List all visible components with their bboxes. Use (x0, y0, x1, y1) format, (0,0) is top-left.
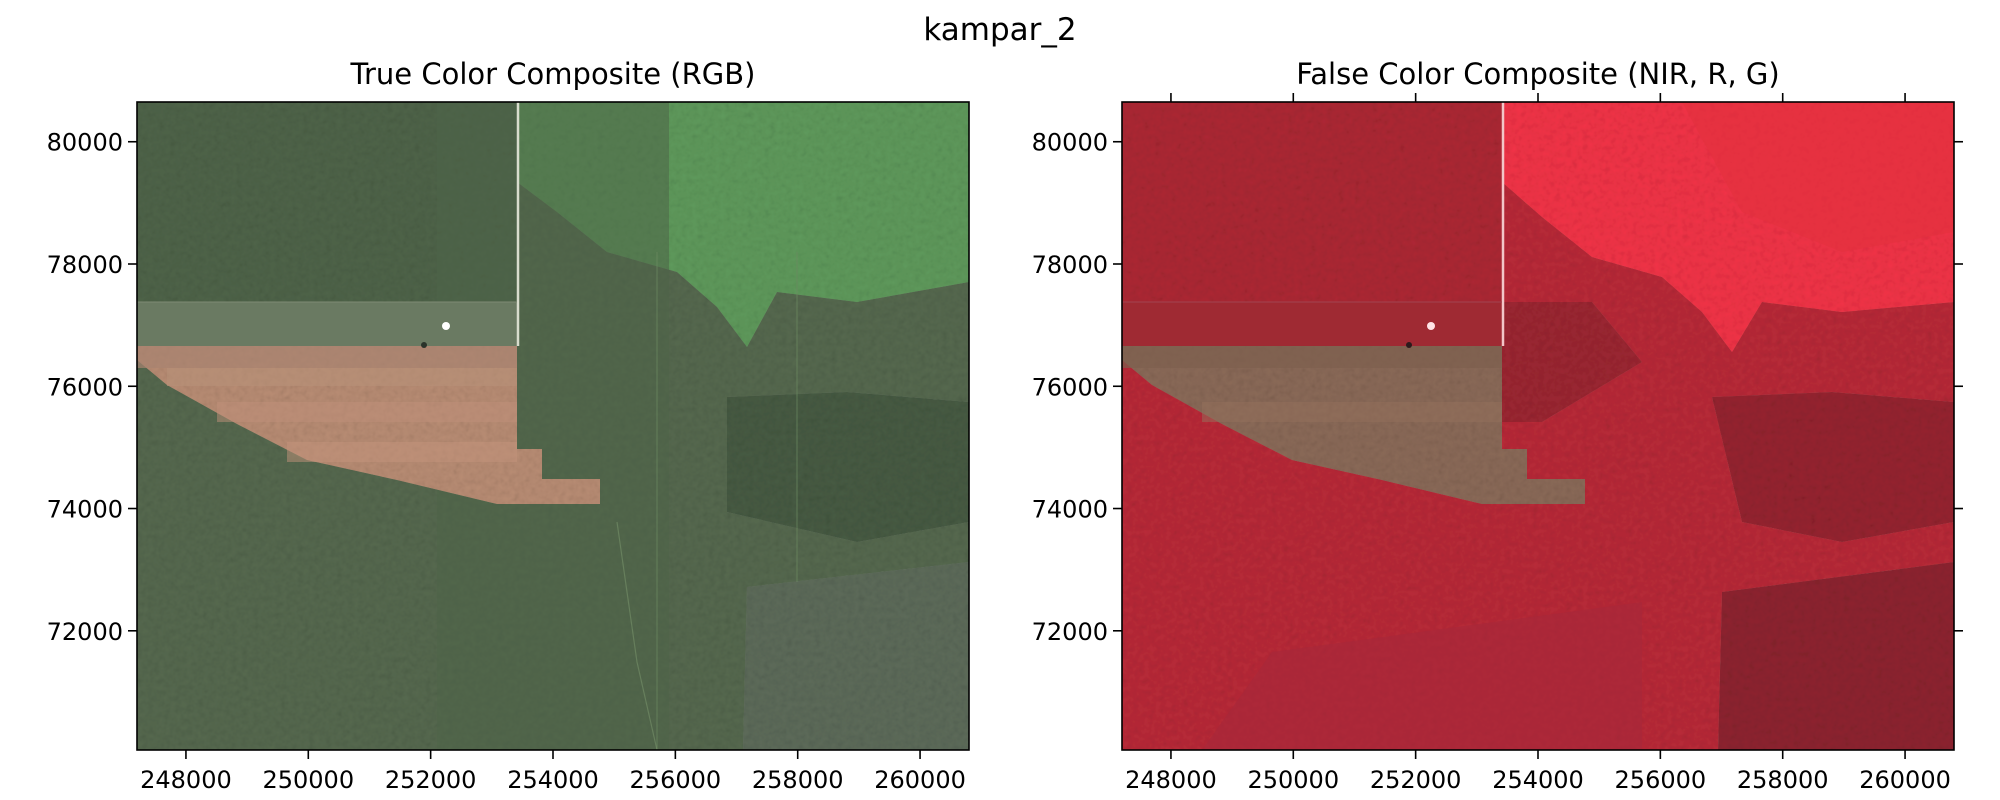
y-tick-label: 80000 (1032, 129, 1108, 157)
x-axis: 248000 250000 252000 254000 256000 258000 2600… (1125, 93, 1951, 794)
figure-suptitle: kampar_2 (923, 12, 1076, 48)
x-tick-label: 248000 (1125, 766, 1217, 794)
x-axis: 248000 250000 252000 254000 256000 258000 2600… (140, 750, 966, 794)
panel-title: False Color Composite (NIR, R, G) (1296, 57, 1779, 91)
x-tick-label: 256000 (630, 766, 722, 794)
y-tick-label: 78000 (47, 251, 123, 279)
y-tick-label: 78000 (1032, 251, 1108, 279)
panel-title: True Color Composite (RGB) (350, 57, 756, 91)
y-tick-label: 72000 (1032, 618, 1108, 646)
x-tick-label: 252000 (385, 766, 477, 794)
x-tick-label: 254000 (507, 766, 599, 794)
y-tick-label: 76000 (47, 373, 123, 401)
y-tick-label: 72000 (47, 618, 123, 646)
x-tick-label: 260000 (1859, 766, 1951, 794)
x-tick-label: 256000 (1615, 766, 1707, 794)
y-axis: 80000 78000 76000 74000 72000 (1032, 129, 1963, 646)
y-tick-label: 76000 (1032, 373, 1108, 401)
y-tick-label: 74000 (47, 496, 123, 524)
x-tick-label: 250000 (262, 766, 354, 794)
x-tick-label: 260000 (874, 766, 966, 794)
x-tick-label: 248000 (140, 766, 232, 794)
panel-true-color: True Color Composite (RGB) (47, 57, 970, 794)
y-tick-label: 80000 (47, 129, 123, 157)
x-tick-label: 250000 (1247, 766, 1339, 794)
true-color-image (137, 102, 969, 750)
y-tick-label: 74000 (1032, 496, 1108, 524)
false-color-image (1122, 102, 1954, 750)
x-tick-label: 258000 (1737, 766, 1829, 794)
panel-false-color: False Color Composite (NIR, R, G) (1032, 57, 1963, 794)
x-tick-label: 254000 (1492, 766, 1584, 794)
x-tick-label: 252000 (1370, 766, 1462, 794)
x-tick-label: 258000 (752, 766, 844, 794)
y-axis: 80000 78000 76000 74000 72000 (47, 129, 137, 646)
